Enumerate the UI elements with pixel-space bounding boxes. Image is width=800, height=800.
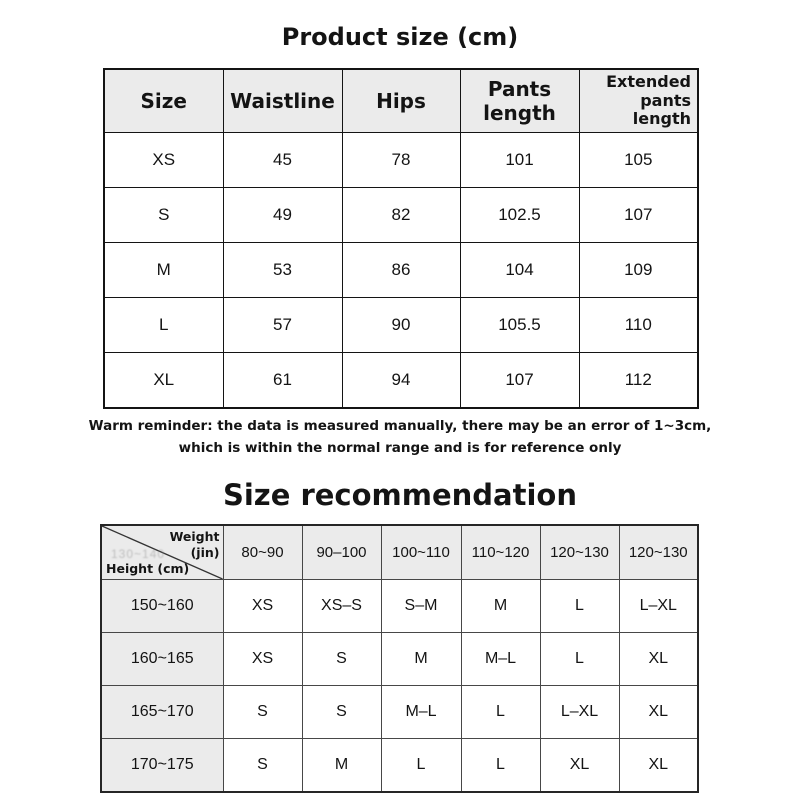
size-cell: M xyxy=(103,242,224,298)
size-recommendation-cell: XL xyxy=(618,685,699,740)
measurement-cell: 45 xyxy=(222,132,343,188)
size-recommendation-cell: L xyxy=(539,579,620,634)
size-recommendation-cell: M xyxy=(460,579,541,634)
measurement-cell: 105.5 xyxy=(459,297,580,353)
size-recommendation-table: 130~140 Weight (jin) Height (cm) 80~90 90… xyxy=(100,524,699,794)
height-row-170-175: 170~175 S M L L XL XL xyxy=(100,738,699,793)
size-recommendation-cell: L xyxy=(460,738,541,793)
warm-reminder-line2: which is within the normal range and is … xyxy=(178,439,622,456)
size-recommendation-cell: L xyxy=(460,685,541,740)
measurement-cell: 53 xyxy=(222,242,343,298)
column-header-hips: Hips xyxy=(341,68,461,133)
height-row-165-170: 165~170 S S M–L L L–XL XL xyxy=(100,685,699,740)
size-recommendation-cell: M–L xyxy=(460,632,541,687)
diagonal-line xyxy=(102,526,223,579)
column-header-waistline: Waistline xyxy=(222,68,343,133)
size-recommendation-cell: XL xyxy=(539,738,620,793)
height-range-cell: 160~165 xyxy=(100,632,224,687)
size-recommendation-cell: S–M xyxy=(380,579,462,634)
weight-header-80-90: 80~90 xyxy=(222,524,303,581)
height-axis-label: Height (cm) xyxy=(106,561,190,577)
height-row-160-165: 160~165 XS S M M–L L XL xyxy=(100,632,699,687)
size-recommendation-cell: XS xyxy=(222,632,303,687)
measurement-cell: 104 xyxy=(459,242,580,298)
size-recommendation-header-row: 130~140 Weight (jin) Height (cm) 80~90 90… xyxy=(100,524,699,581)
weight-axis-label: Weight (jin) xyxy=(169,529,220,561)
corner-cell: 130~140 Weight (jin) Height (cm) xyxy=(100,524,224,581)
size-cell: XS xyxy=(103,132,224,188)
height-range-cell: 150~160 xyxy=(100,579,224,634)
size-row-l: L 57 90 105.5 110 xyxy=(103,297,699,353)
size-recommendation-cell: XL xyxy=(618,632,699,687)
size-recommendation-cell: XL xyxy=(618,738,699,793)
size-cell: L xyxy=(103,297,224,353)
column-header-pants-length: Pants length xyxy=(459,68,580,133)
measurement-cell: 109 xyxy=(578,242,699,298)
warm-reminder-line1: Warm reminder: the data is measured manu… xyxy=(88,418,712,434)
weight-header-120-130: 120~130 xyxy=(539,524,620,581)
measurement-cell: 86 xyxy=(341,242,461,298)
size-recommendation-cell: M–L xyxy=(380,685,462,740)
measurement-cell: 61 xyxy=(222,352,343,409)
weight-header-120-130: 120~130 xyxy=(618,524,699,581)
size-recommendation-cell: XS–S xyxy=(301,579,382,634)
measurement-cell: 82 xyxy=(341,187,461,243)
weight-header-90-100: 90–100 xyxy=(301,524,382,581)
column-header-extended-pants-length: Extended pants length xyxy=(578,68,699,133)
warm-reminder: Warm reminder: the data is measured manu… xyxy=(0,416,800,459)
size-recommendation-cell: L xyxy=(380,738,462,793)
size-recommendation-cell: M xyxy=(301,738,382,793)
height-range-cell: 165~170 xyxy=(100,685,224,740)
measurement-cell: 110 xyxy=(578,297,699,353)
product-size-header-row: Size Waistline Hips Pants length Extended pa… xyxy=(103,68,699,133)
size-recommendation-cell: S xyxy=(222,685,303,740)
size-recommendation-title: Size recommendation xyxy=(222,478,577,513)
size-row-xl: XL 61 94 107 112 xyxy=(103,352,699,409)
measurement-cell: 90 xyxy=(341,297,461,353)
measurement-cell: 107 xyxy=(459,352,580,409)
size-row-s: S 49 82 102.5 107 xyxy=(103,187,699,243)
measurement-cell: 101 xyxy=(459,132,580,188)
size-recommendation-cell: L–XL xyxy=(539,685,620,740)
size-row-m: M 53 86 104 109 xyxy=(103,242,699,298)
weight-header-110-120: 110~120 xyxy=(460,524,541,581)
size-recommendation-cell: S xyxy=(301,632,382,687)
measurement-cell: 107 xyxy=(578,187,699,243)
size-recommendation-cell: XS xyxy=(222,579,303,634)
measurement-cell: 112 xyxy=(578,352,699,409)
product-size-table: Size Waistline Hips Pants length Extended pa… xyxy=(103,68,699,409)
size-recommendation-cell: M xyxy=(380,632,462,687)
measurement-cell: 94 xyxy=(341,352,461,409)
size-recommendation-cell: L–XL xyxy=(618,579,699,634)
measurement-cell: 78 xyxy=(341,132,461,188)
height-row-150-160: 150~160 XS XS–S S–M M L L–XL xyxy=(100,579,699,634)
size-cell: XL xyxy=(103,352,224,409)
measurement-cell: 49 xyxy=(222,187,343,243)
measurement-cell: 102.5 xyxy=(459,187,580,243)
size-recommendation-cell: S xyxy=(222,738,303,793)
size-cell: S xyxy=(103,187,224,243)
size-row-xs: XS 45 78 101 105 xyxy=(103,132,699,188)
size-recommendation-cell: L xyxy=(539,632,620,687)
ghost-artifact: 130~140 xyxy=(111,547,166,562)
measurement-cell: 105 xyxy=(578,132,699,188)
measurement-cell: 57 xyxy=(222,297,343,353)
column-header-size: Size xyxy=(103,68,224,133)
weight-header-100-110: 100~110 xyxy=(380,524,462,581)
height-range-cell: 170~175 xyxy=(100,738,224,793)
product-size-title: Product size (cm) xyxy=(281,23,519,51)
size-recommendation-cell: S xyxy=(301,685,382,740)
